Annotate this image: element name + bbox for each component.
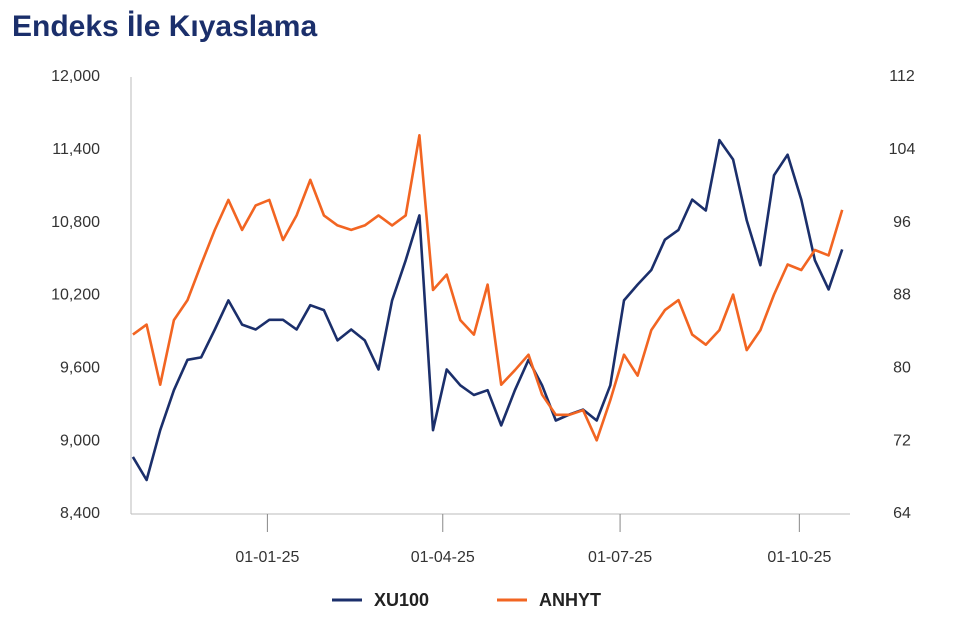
y-tick-label: 9,600 bbox=[60, 360, 100, 377]
chart-title: Endeks İle Kıyaslama bbox=[12, 10, 317, 43]
x-tick-label: 01-04-25 bbox=[411, 549, 475, 566]
y-tick-label: 11,400 bbox=[52, 141, 100, 158]
y-tick-label: 9,000 bbox=[60, 432, 100, 449]
y2-tick-label: 96 bbox=[893, 214, 911, 231]
y2-tick-label: 104 bbox=[889, 141, 916, 158]
y2-tick-label: 80 bbox=[893, 360, 911, 377]
series-line bbox=[131, 138, 844, 482]
series-line bbox=[132, 134, 844, 442]
x-tick-label: 01-01-25 bbox=[235, 549, 299, 566]
legend-label: XU100 bbox=[374, 590, 429, 610]
y-tick-label: 10,200 bbox=[51, 287, 100, 304]
y2-tick-label: 72 bbox=[893, 432, 911, 449]
y2-tick-label: 112 bbox=[889, 68, 915, 85]
legend-label: ANHYT bbox=[539, 590, 601, 610]
y-tick-label: 10,800 bbox=[51, 214, 100, 231]
x-tick-label: 01-07-25 bbox=[588, 549, 652, 566]
y2-tick-label: 88 bbox=[893, 287, 911, 304]
x-tick-label: 01-10-25 bbox=[767, 549, 831, 566]
y-tick-label: 12,000 bbox=[51, 68, 100, 85]
y2-tick-label: 64 bbox=[893, 505, 911, 522]
y-tick-label: 8,400 bbox=[60, 505, 100, 522]
